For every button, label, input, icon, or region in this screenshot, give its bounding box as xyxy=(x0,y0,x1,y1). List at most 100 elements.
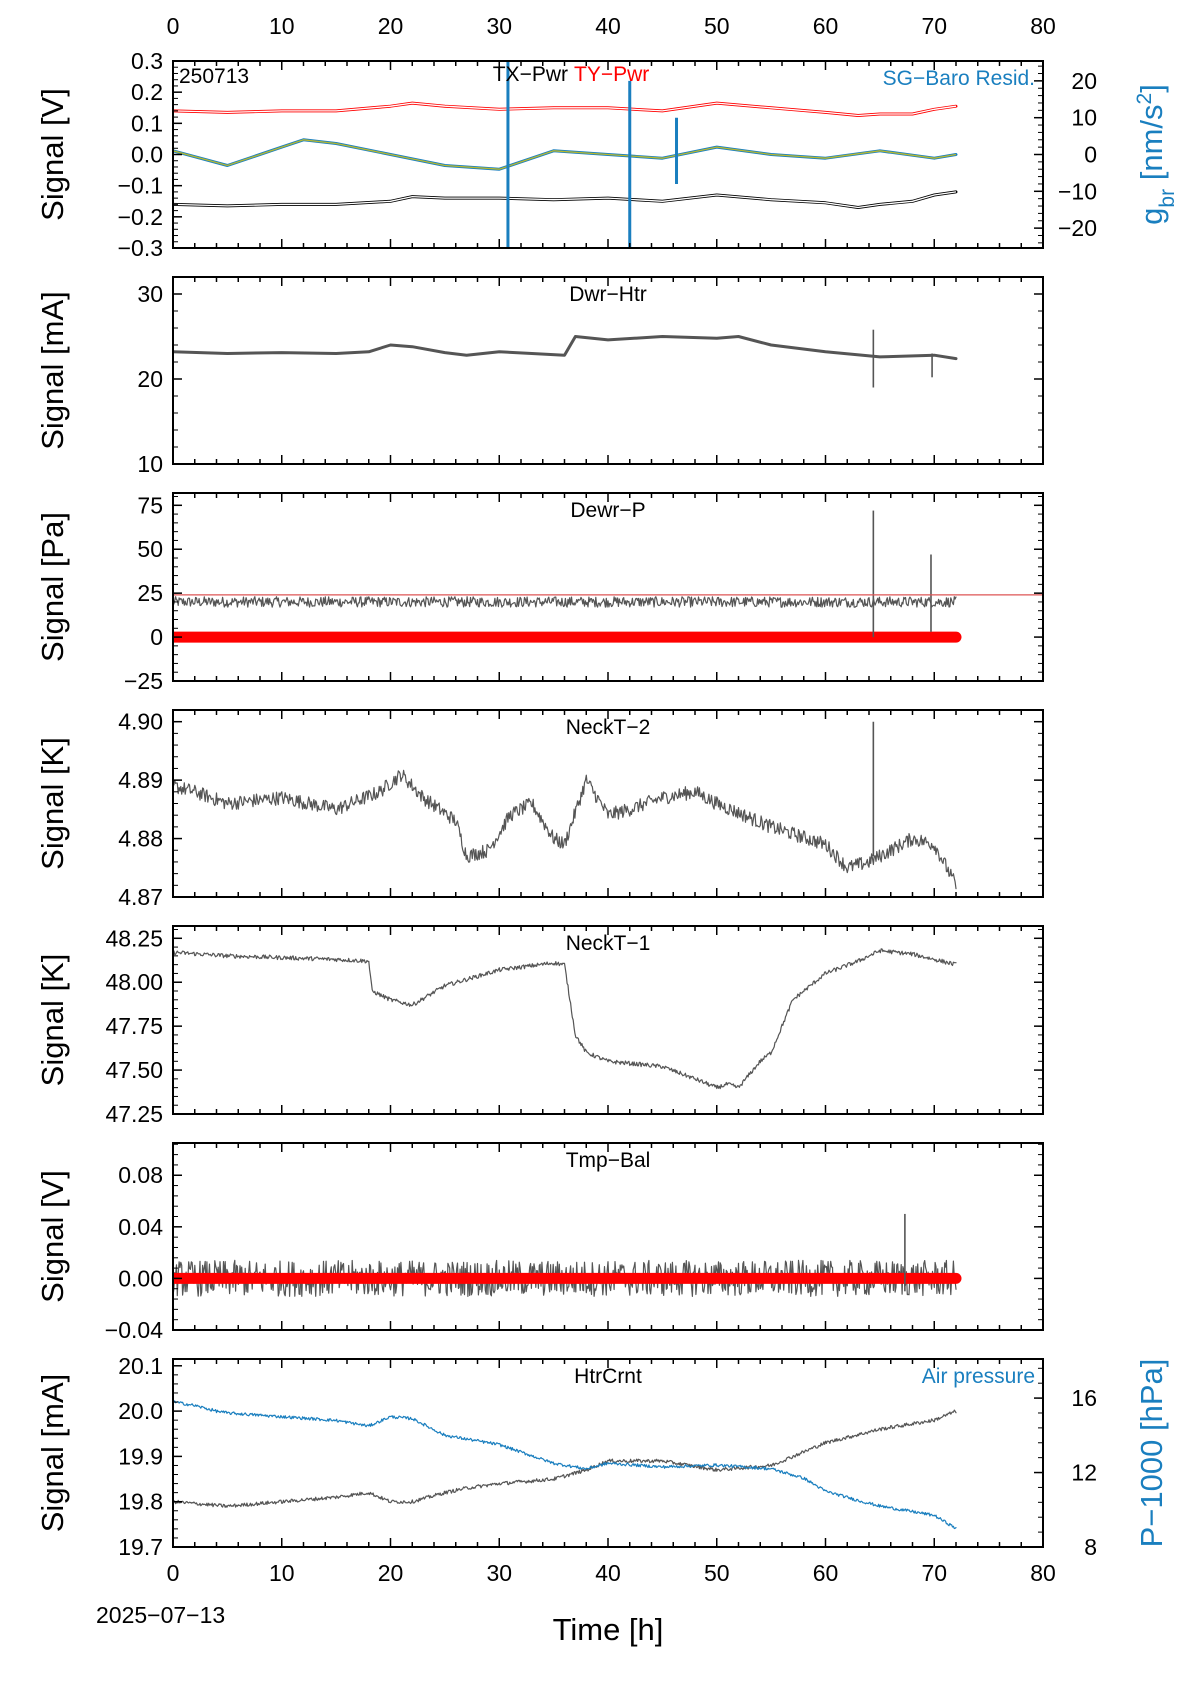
x-tick-label-bottom: 50 xyxy=(704,1560,730,1586)
y-tick-label: 20.0 xyxy=(118,1398,163,1424)
y2-tick-label: −10 xyxy=(1058,178,1097,204)
y-tick-label: 4.88 xyxy=(118,826,163,852)
plot-area xyxy=(173,329,958,388)
x-tick-label-top: 30 xyxy=(486,13,512,39)
plot-area xyxy=(173,1213,962,1298)
legend-ty-pwr: TY−Pwr xyxy=(574,63,649,86)
y-tick-label: 0.3 xyxy=(131,48,163,74)
y-tick-label: 0.1 xyxy=(131,110,163,136)
y2-axis-title-part: ] xyxy=(1134,84,1169,93)
y-tick-label: −0.3 xyxy=(118,235,163,261)
y-tick-label: 75 xyxy=(137,492,163,518)
y-axis-title: Signal [K] xyxy=(35,737,70,870)
plot-area xyxy=(173,1400,957,1530)
y2-tick-label: 8 xyxy=(1084,1534,1097,1560)
x-tick-label-top: 50 xyxy=(704,13,730,39)
y-tick-label: 19.9 xyxy=(118,1443,163,1469)
y-tick-label: −0.2 xyxy=(118,204,163,230)
series-inner-line-p1-0 xyxy=(173,191,957,209)
x-tick-label-bottom: 70 xyxy=(921,1560,947,1586)
y2-axis-title-part: 2 xyxy=(1133,93,1156,105)
y2-tick-label: 10 xyxy=(1071,105,1097,131)
y-tick-label: −0.1 xyxy=(118,173,163,199)
x-tick-label-bottom: 80 xyxy=(1030,1560,1056,1586)
legend-tx-pwr: TX−Pwr xyxy=(493,63,568,86)
series-inner-line-p1-2 xyxy=(173,139,957,170)
series-line-p7-0 xyxy=(173,1409,957,1508)
y-tick-label: 0.2 xyxy=(131,79,163,105)
plot-area xyxy=(173,721,957,890)
x-axis: 0 0 10 10 20 20 30 30 40 40 50 50 60 60 70 70 80 80 Time [… xyxy=(96,13,1056,1647)
y2-axis-title-part: g xyxy=(1134,208,1169,225)
y-tick-label: 47.50 xyxy=(105,1057,163,1083)
y-tick-label: 47.75 xyxy=(105,1013,163,1039)
legend-sg-baro: SG−Baro Resid. xyxy=(883,67,1035,90)
y-axis-title: Signal [Pa] xyxy=(35,512,70,662)
y-tick-label: −25 xyxy=(124,668,163,694)
panel-label: NeckT−1 xyxy=(566,932,651,955)
x-tick-label-top: 70 xyxy=(921,13,947,39)
panel-label: NeckT−2 xyxy=(566,716,651,739)
y-tick-label: 48.00 xyxy=(105,969,163,995)
x-tick-label-top: 10 xyxy=(269,13,295,39)
y2-axis-title: gbr [nm/s2] xyxy=(1133,84,1179,225)
panel-label: 250713 xyxy=(179,65,249,88)
panel-p1: 0.3 0.2 0.1 0.0 −0.1 −0.2 −0.3 20 10 0 −10 −20 Signa… xyxy=(35,48,1179,261)
y2-tick-label: 16 xyxy=(1071,1385,1097,1411)
series-inner-line-p1-1 xyxy=(173,102,957,117)
panel-label: Tmp−Bal xyxy=(566,1149,651,1172)
y2-tick-label: 12 xyxy=(1071,1460,1097,1486)
y-tick-label: 4.89 xyxy=(118,767,163,793)
x-tick-label-bottom: 40 xyxy=(595,1560,621,1586)
y-tick-label: −0.04 xyxy=(105,1317,163,1343)
series-line-p3-0 xyxy=(173,596,957,608)
y-tick-label: 20.1 xyxy=(118,1353,163,1379)
y2-axis-title-part: [nm/s xyxy=(1134,104,1169,188)
y2-tick-label: 20 xyxy=(1071,68,1097,94)
panel-p5: 48.25 48.00 47.75 47.50 47.25 Signal [K] NeckT… xyxy=(35,925,1044,1127)
panel-p3: 75 50 25 0 −25 Signal [Pa] Dewr−P xyxy=(35,492,1044,694)
y-tick-label: 0.04 xyxy=(118,1214,163,1240)
y-axis-title: Signal [mA] xyxy=(35,1374,70,1533)
x-tick-label-top: 20 xyxy=(378,13,404,39)
y-tick-label: 50 xyxy=(137,536,163,562)
y-tick-label: 0 xyxy=(150,624,163,650)
y-tick-label: 25 xyxy=(137,580,163,606)
legend-air-pressure: Air pressure xyxy=(922,1365,1035,1388)
y-tick-label: 19.8 xyxy=(118,1489,163,1515)
y2-tick-label: −20 xyxy=(1058,215,1097,241)
panel-label: Dewr−P xyxy=(570,499,645,522)
panel-p7: 20.1 20.0 19.9 19.8 19.7 16 12 8 Signal [mA] HtrC… xyxy=(35,1353,1169,1560)
series-line-p5-0 xyxy=(173,948,957,1090)
panel-p4: 4.90 4.89 4.88 4.87 Signal [K] NeckT−2 xyxy=(35,709,1044,910)
y-axis-title: Signal [mA] xyxy=(35,291,70,450)
x-tick-label-bottom: 60 xyxy=(813,1560,839,1586)
y-tick-label: 0.0 xyxy=(131,142,163,168)
y-tick-label: 47.25 xyxy=(105,1101,163,1127)
y-tick-label: 30 xyxy=(137,281,163,307)
y-tick-label: 4.90 xyxy=(118,709,163,735)
panel-p6: 0.08 0.04 0.00 −0.04 Signal [V] Tmp−Bal xyxy=(35,1142,1044,1343)
y-tick-label: 10 xyxy=(137,451,163,477)
x-tick-label-bottom: 30 xyxy=(486,1560,512,1586)
panel-p2: 30 20 10 Signal [mA] Dwr−Htr xyxy=(35,276,1044,477)
y-axis-title: Signal [V] xyxy=(35,88,70,221)
y2-tick-label: 0 xyxy=(1084,142,1097,168)
panel-label: Dwr−Htr xyxy=(569,283,647,306)
y-tick-label: 19.7 xyxy=(118,1534,163,1560)
y2-axis-title-part: br xyxy=(1156,189,1179,208)
y-tick-label: 4.87 xyxy=(118,884,163,910)
x-tick-label-top: 0 xyxy=(167,13,180,39)
y-tick-label: 0.00 xyxy=(118,1265,163,1291)
panel-label: HtrCrnt xyxy=(574,1365,642,1388)
plot-area xyxy=(173,61,958,248)
plot-area xyxy=(173,948,957,1090)
x-tick-label-top: 60 xyxy=(813,13,839,39)
x-tick-label-bottom: 0 xyxy=(167,1560,180,1586)
plot-area xyxy=(173,510,962,643)
series-line-p2-0 xyxy=(173,335,958,361)
series-line-p7-1 xyxy=(173,1400,957,1530)
x-tick-label-top: 40 xyxy=(595,13,621,39)
x-tick-label-bottom: 10 xyxy=(269,1560,295,1586)
